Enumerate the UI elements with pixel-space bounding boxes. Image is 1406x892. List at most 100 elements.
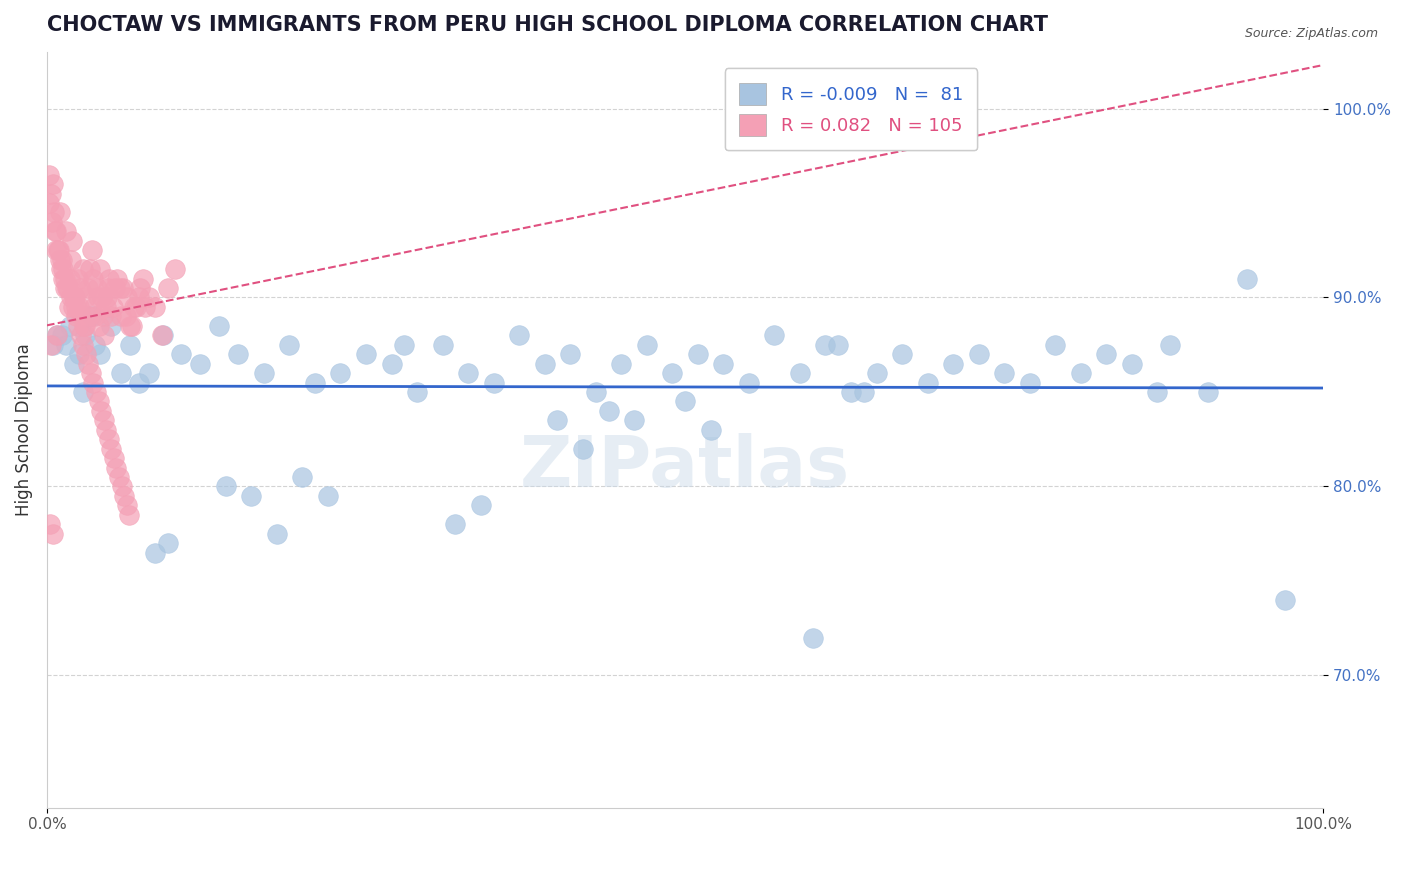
Point xyxy=(354,347,377,361)
Point xyxy=(65,300,87,314)
Point xyxy=(1146,384,1168,399)
Point xyxy=(103,300,125,314)
Point xyxy=(170,347,193,361)
Point xyxy=(134,300,156,314)
Point xyxy=(105,460,128,475)
Point xyxy=(917,376,939,390)
Point xyxy=(97,281,120,295)
Point xyxy=(152,328,174,343)
Point xyxy=(1236,271,1258,285)
Point xyxy=(56,281,79,295)
Point xyxy=(77,357,100,371)
Point xyxy=(623,413,645,427)
Point xyxy=(1070,366,1092,380)
Point xyxy=(508,328,530,343)
Point xyxy=(62,357,84,371)
Y-axis label: High School Diploma: High School Diploma xyxy=(15,343,32,516)
Point xyxy=(59,271,82,285)
Point xyxy=(96,291,118,305)
Point xyxy=(157,281,180,295)
Point xyxy=(72,262,94,277)
Point xyxy=(82,376,104,390)
Point xyxy=(316,489,339,503)
Point xyxy=(814,337,837,351)
Point xyxy=(87,394,110,409)
Point xyxy=(75,328,97,343)
Point xyxy=(100,442,122,456)
Point xyxy=(108,281,131,295)
Point xyxy=(699,423,721,437)
Point xyxy=(1045,337,1067,351)
Point xyxy=(56,281,79,295)
Point xyxy=(45,224,67,238)
Point xyxy=(98,271,121,285)
Point xyxy=(55,271,77,285)
Point xyxy=(58,300,80,314)
Point xyxy=(240,489,263,503)
Point xyxy=(84,310,107,324)
Point xyxy=(394,337,416,351)
Point xyxy=(67,300,90,314)
Point xyxy=(46,328,69,343)
Point xyxy=(121,318,143,333)
Point xyxy=(585,384,607,399)
Point xyxy=(94,300,117,314)
Point xyxy=(801,631,824,645)
Point xyxy=(59,291,82,305)
Point xyxy=(128,376,150,390)
Point xyxy=(89,262,111,277)
Text: Source: ZipAtlas.com: Source: ZipAtlas.com xyxy=(1244,27,1378,40)
Point xyxy=(1274,592,1296,607)
Point xyxy=(46,328,69,343)
Point xyxy=(208,318,231,333)
Point xyxy=(89,347,111,361)
Point xyxy=(533,357,555,371)
Point xyxy=(118,508,141,522)
Point xyxy=(444,517,467,532)
Point xyxy=(80,366,103,380)
Point xyxy=(329,366,352,380)
Point xyxy=(942,357,965,371)
Point xyxy=(48,244,70,258)
Point xyxy=(42,205,65,219)
Point xyxy=(83,300,105,314)
Point xyxy=(44,224,66,238)
Point xyxy=(115,499,138,513)
Point xyxy=(150,328,173,343)
Point xyxy=(84,384,107,399)
Point xyxy=(69,328,91,343)
Point xyxy=(38,196,60,211)
Point xyxy=(406,384,429,399)
Point xyxy=(827,337,849,351)
Point xyxy=(80,244,103,258)
Point xyxy=(66,271,89,285)
Point xyxy=(51,328,73,343)
Point xyxy=(118,318,141,333)
Point xyxy=(38,168,60,182)
Point xyxy=(59,318,82,333)
Point xyxy=(55,224,77,238)
Point xyxy=(993,366,1015,380)
Point xyxy=(42,177,65,191)
Point xyxy=(100,318,122,333)
Point xyxy=(82,271,104,285)
Point xyxy=(1095,347,1118,361)
Point xyxy=(118,337,141,351)
Point xyxy=(97,432,120,446)
Point xyxy=(145,545,167,559)
Point xyxy=(112,281,135,295)
Point xyxy=(470,499,492,513)
Point xyxy=(48,244,70,258)
Point xyxy=(63,291,86,305)
Point xyxy=(131,271,153,285)
Point xyxy=(1159,337,1181,351)
Point xyxy=(711,357,734,371)
Point xyxy=(482,376,505,390)
Point xyxy=(67,347,90,361)
Point xyxy=(76,281,98,295)
Point xyxy=(70,310,93,324)
Point xyxy=(100,310,122,324)
Point xyxy=(86,281,108,295)
Point xyxy=(291,470,314,484)
Point xyxy=(48,205,70,219)
